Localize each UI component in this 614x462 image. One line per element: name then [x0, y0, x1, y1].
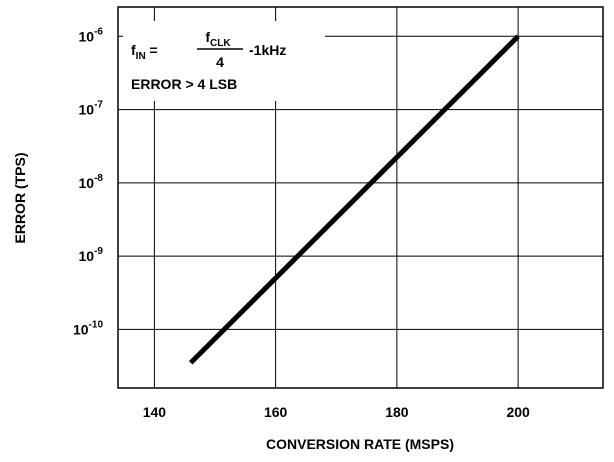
plot-frame [117, 6, 604, 389]
fin-main: f [131, 42, 136, 58]
series-group [188, 34, 520, 365]
x-tick-label: 200 [506, 404, 530, 420]
y-tick-label: 10-9 [79, 246, 104, 264]
annotation-background [123, 21, 325, 101]
x-axis-label: CONVERSION RATE (MSPS) [266, 436, 454, 452]
x-tick-label: 160 [264, 404, 288, 420]
y-tick-label: 10-7 [79, 100, 104, 118]
y-tick-label: 10-10 [73, 319, 103, 337]
series-line-0 [188, 34, 520, 365]
error-condition: ERROR > 4 LSB [131, 76, 237, 92]
annotation-box: fIN = fCLK 4 -1kHz ERROR > 4 LSB [123, 21, 325, 101]
y-tick-label: 10-6 [79, 26, 104, 44]
fin-label: fIN = [131, 42, 158, 62]
y-axis-label: ERROR (TPS) [12, 153, 28, 244]
fraction-denominator: 4 [216, 54, 224, 70]
fin-sub: IN [136, 51, 146, 62]
x-tick-label: 140 [143, 404, 167, 420]
y-tick-labels: 10-6 10-7 10-8 10-9 10-10 [73, 26, 103, 337]
y-tick-label: 10-8 [79, 173, 104, 191]
fclk-sub: CLK [210, 38, 231, 49]
frequency-offset: -1kHz [249, 42, 286, 58]
x-tick-label: 180 [385, 404, 409, 420]
fclk-main: f [205, 29, 210, 45]
x-tick-labels: 140 160 180 200 [143, 404, 530, 420]
fclk-label: fCLK [205, 29, 231, 49]
equals-sign: = [146, 42, 158, 58]
